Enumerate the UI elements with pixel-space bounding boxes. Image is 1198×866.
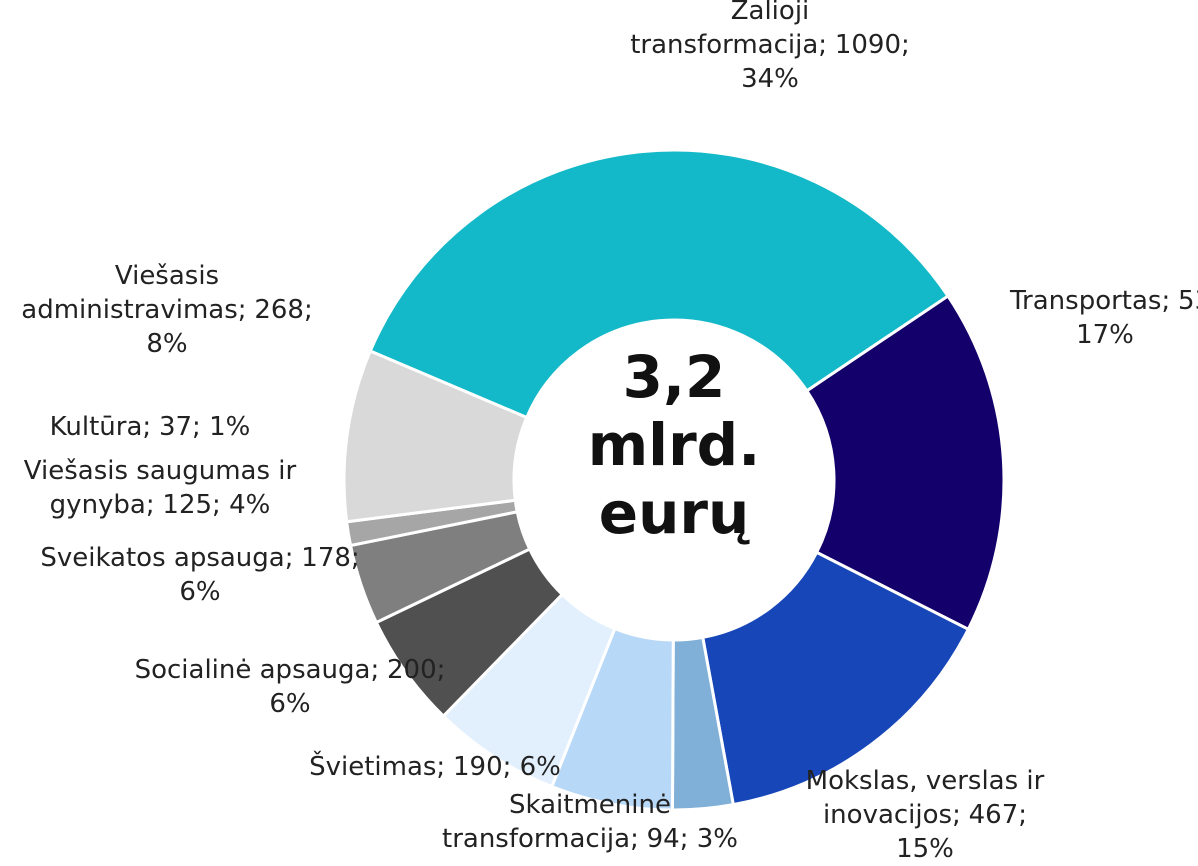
slice-label: Sveikatos apsauga; 178; 6%: [20, 541, 380, 609]
center-label: 3,2 mlrd. eurų: [587, 343, 761, 547]
value-label: 37; 1%: [158, 412, 251, 442]
slice-label: Socialinė apsauga; 200; 6%: [115, 653, 465, 721]
value-label: 94; 3%: [646, 824, 738, 854]
category-name: Kultūra;: [49, 412, 152, 442]
slice: [804, 293, 1006, 632]
slice: [368, 148, 951, 420]
category-name: Mokslas, verslas ir inovacijos;: [805, 766, 1045, 830]
category-name: Sveikatos apsauga;: [40, 543, 294, 573]
slice-label: Kultūra; 37; 1%: [0, 410, 300, 444]
value-label: 1090; 34%: [741, 30, 910, 94]
category-name: Viešasis administravimas;: [21, 261, 247, 325]
slice-label: Mokslas, verslas ir inovacijos; 467; 15%: [795, 764, 1055, 866]
slice-label: Švietimas; 190; 6%: [275, 750, 595, 784]
value-label: 178; 6%: [179, 543, 360, 607]
category-name: Viešasis saugumas ir gynyba;: [23, 456, 297, 520]
value-label: 190; 6%: [452, 752, 561, 782]
value-label: 268; 8%: [146, 295, 313, 359]
slice-label: Transportas;538; 17%: [1010, 284, 1198, 352]
slice-label: Žalioji transformacija; 1090; 34%: [600, 0, 940, 96]
category-name: Transportas;: [1010, 286, 1171, 316]
value-label: 538; 17%: [1076, 286, 1198, 350]
category-name: Socialinė apsauga;: [134, 655, 380, 685]
slice: [342, 349, 529, 524]
slice-label: Skaitmeninė transformacija; 94; 3%: [425, 788, 755, 856]
slice-label: Viešasis administravimas; 268; 8%: [2, 259, 332, 361]
slice: [701, 550, 971, 807]
category-name: Žalioji transformacija;: [630, 0, 828, 60]
slice-label: Viešasis saugumas ir gynyba; 125; 4%: [10, 454, 310, 522]
value-label: 200; 6%: [269, 655, 446, 719]
value-label: 125; 4%: [162, 490, 271, 520]
value-label: 467; 15%: [896, 800, 1028, 864]
category-name: Skaitmeninė transformacija;: [442, 790, 671, 854]
category-name: Švietimas;: [309, 752, 446, 782]
